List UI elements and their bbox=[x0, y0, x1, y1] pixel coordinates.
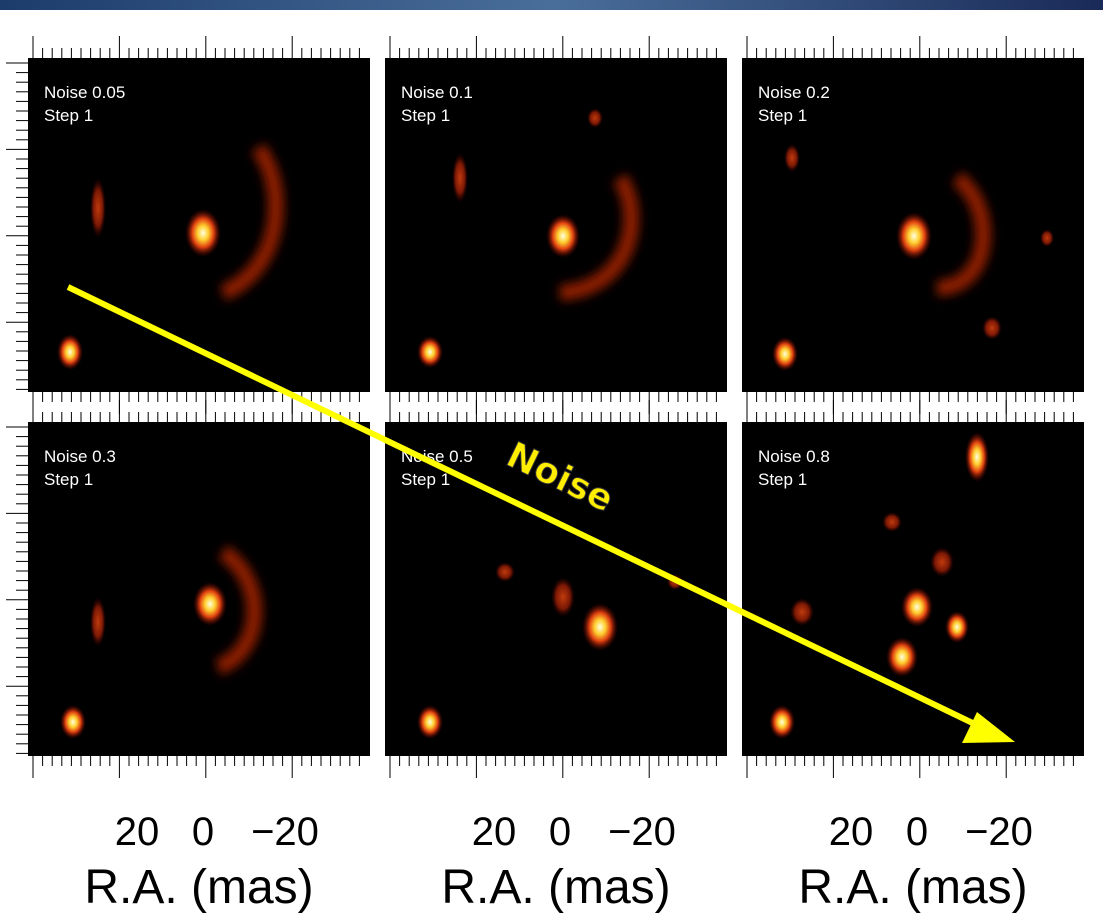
panel: Noise 0.05 Step 1 bbox=[6, 36, 370, 414]
source-blob bbox=[790, 598, 814, 626]
x-tick-label: 20 bbox=[115, 810, 160, 854]
panel-step-label: Step 1 bbox=[44, 106, 93, 125]
x-axis-label: R.A. (mas) bbox=[441, 861, 670, 914]
ring bbox=[214, 545, 263, 675]
source-blob bbox=[945, 611, 969, 643]
x-tick-label: 20 bbox=[829, 810, 874, 854]
panel-step-label: Step 1 bbox=[401, 470, 450, 489]
source-blob bbox=[90, 178, 106, 238]
source-blob bbox=[417, 705, 443, 739]
panel: Noise 0.1 Step 1 bbox=[385, 36, 727, 414]
source-blob bbox=[193, 582, 227, 626]
x-tick-label: −20 bbox=[965, 810, 1033, 854]
panel-step-label: Step 1 bbox=[401, 106, 450, 125]
x-tick-label: 0 bbox=[192, 810, 214, 854]
panel-noise-label: Noise 0.05 bbox=[44, 83, 125, 102]
panel-step-label: Step 1 bbox=[44, 470, 93, 489]
source-blob bbox=[452, 153, 468, 203]
panel-step-label: Step 1 bbox=[758, 470, 807, 489]
x-tick-label: 20 bbox=[472, 810, 517, 854]
source-blob bbox=[546, 214, 580, 258]
source-blob bbox=[882, 512, 902, 532]
source-blob bbox=[930, 547, 954, 577]
x-axis-label: R.A. (mas) bbox=[798, 861, 1027, 914]
source-blob bbox=[982, 316, 1002, 340]
ring bbox=[936, 171, 992, 296]
source-blob bbox=[582, 603, 618, 651]
source-blob bbox=[185, 209, 221, 257]
source-blob bbox=[60, 705, 86, 739]
panel-noise-label: Noise 0.8 bbox=[758, 447, 830, 466]
source-blob bbox=[769, 705, 795, 739]
source-blob bbox=[57, 334, 83, 370]
panel: Noise 0.2 Step 1 bbox=[742, 36, 1084, 414]
source-blob bbox=[772, 337, 798, 371]
source-blob bbox=[886, 637, 918, 677]
source-blob bbox=[1040, 229, 1054, 247]
x-tick-label: 0 bbox=[549, 810, 571, 854]
source-blob bbox=[417, 336, 443, 368]
top-strip bbox=[0, 0, 1103, 10]
arrow-head bbox=[962, 712, 1015, 743]
panel-noise-label: Noise 0.3 bbox=[44, 447, 116, 466]
ring bbox=[559, 173, 640, 301]
panel: Noise 0.3 Step 1 bbox=[6, 400, 370, 778]
x-tick-label: 0 bbox=[906, 810, 928, 854]
source-blob bbox=[90, 597, 106, 647]
source-blob bbox=[587, 108, 603, 128]
ring bbox=[219, 143, 284, 301]
source-blob bbox=[551, 577, 575, 617]
source-blob bbox=[495, 562, 515, 582]
arrow-line bbox=[66, 284, 987, 732]
x-tick-label: −20 bbox=[608, 810, 676, 854]
panel: Noise 0.5 Step 1 bbox=[385, 400, 727, 778]
panel-noise-label: Noise 0.1 bbox=[401, 83, 473, 102]
panel-noise-label: Noise 0.2 bbox=[758, 83, 830, 102]
x-tick-label: −20 bbox=[251, 810, 319, 854]
source-blob bbox=[965, 432, 989, 482]
panel: Noise 0.8 Step 1 bbox=[742, 400, 1084, 778]
source-blob bbox=[901, 587, 933, 627]
source-blob bbox=[896, 212, 932, 260]
panel-step-label: Step 1 bbox=[758, 106, 807, 125]
x-axis-label: R.A. (mas) bbox=[84, 861, 313, 914]
source-blob bbox=[784, 144, 800, 172]
panel-noise-label: Noise 0.5 bbox=[401, 447, 473, 466]
